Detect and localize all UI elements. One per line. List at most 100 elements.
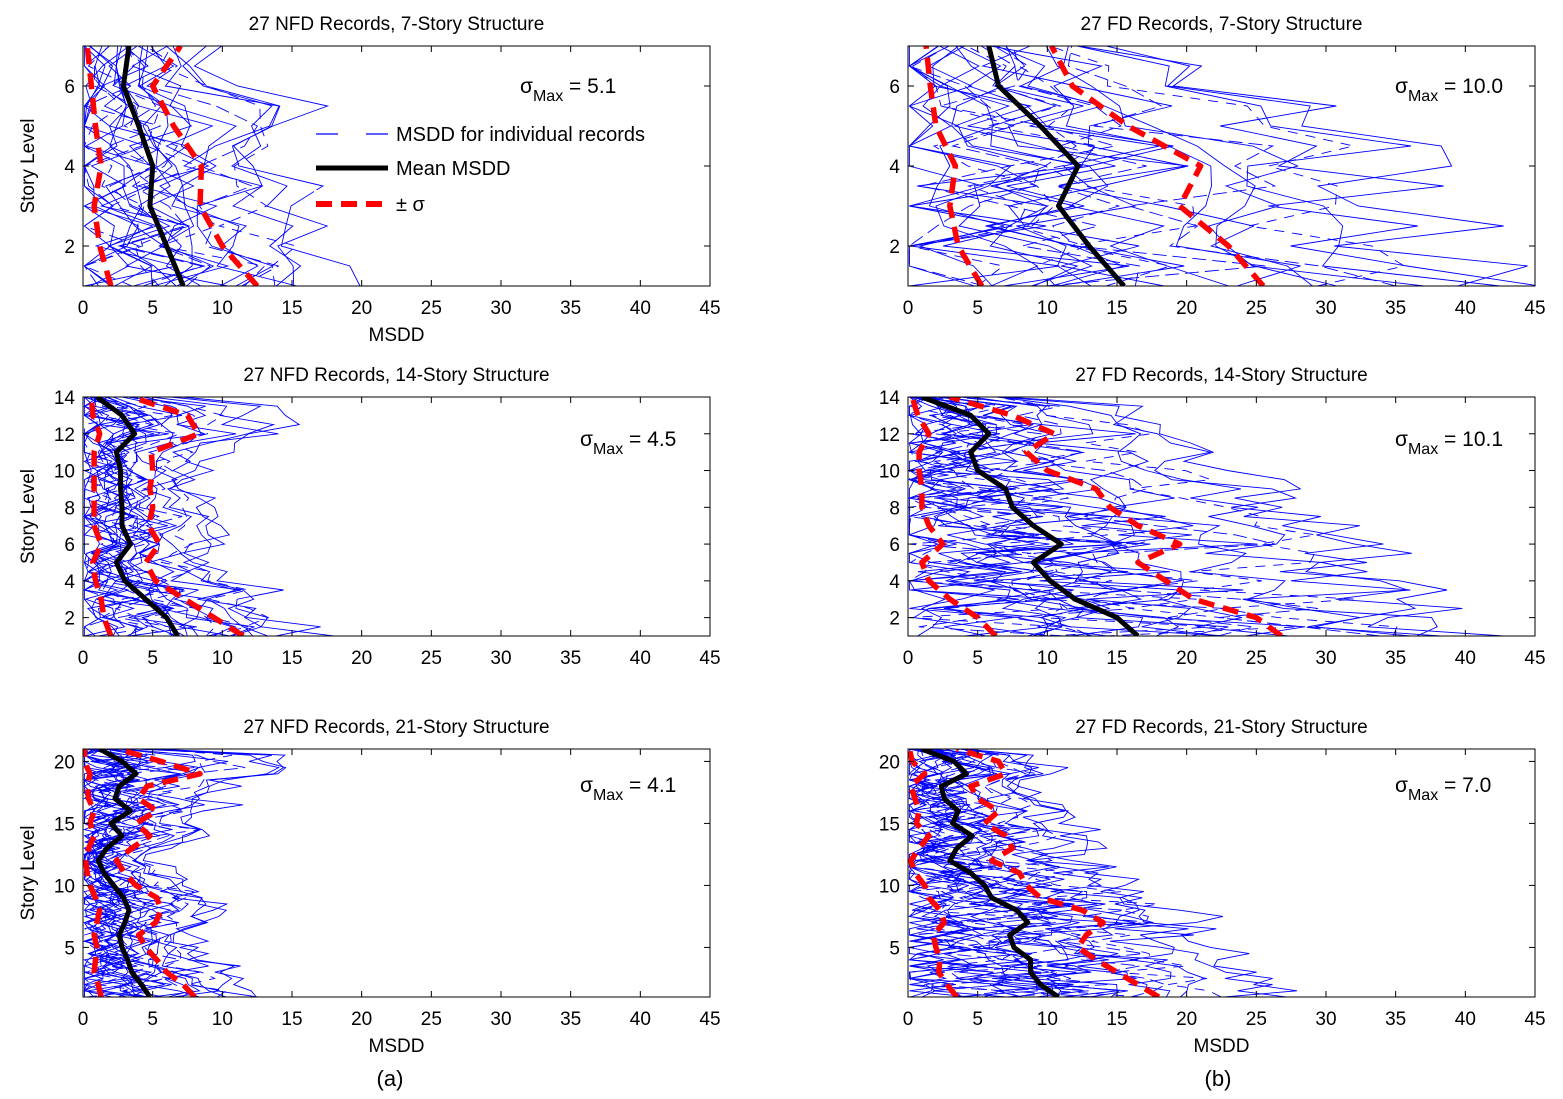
- minus-sigma-line: [83, 749, 104, 997]
- x-tick-label: 40: [1455, 648, 1476, 669]
- legend-item-individual-label: MSDD for individual records: [396, 124, 645, 146]
- minus-sigma-line: [923, 46, 985, 286]
- individual-record-line: [960, 749, 1172, 997]
- individual-record-line: [1077, 46, 1501, 286]
- individual-record-line: [994, 46, 1189, 286]
- sigma-symbol: σ: [580, 428, 593, 451]
- chart-panel-4: 0 5 10 15 20 25 30 35 40 45 2 4 6 8 10 12 14 27 FD Record…: [879, 365, 1546, 669]
- individual-record-line: [921, 46, 1140, 286]
- y-tick-label: 2: [64, 237, 75, 258]
- individual-record-line: [164, 46, 280, 286]
- x-tick-label: 30: [1315, 1009, 1336, 1030]
- column-label-b: (b): [1205, 1066, 1232, 1091]
- chart-panel-6: 0 5 10 15 20 25 30 35 40 45 5 10 15 20 27 FD Records, …: [879, 717, 1546, 1057]
- individual-record-line: [971, 397, 1289, 636]
- x-tick-label: 0: [903, 298, 914, 319]
- x-tick-label: 0: [903, 1009, 914, 1030]
- chart-title: 27 NFD Records, 21-Story Structure: [243, 717, 549, 738]
- x-axis-label: MSDD: [369, 1036, 425, 1057]
- individual-record-line: [960, 397, 1411, 636]
- x-tick-label: 35: [1385, 298, 1406, 319]
- chart-title: 27 FD Records, 21-Story Structure: [1075, 717, 1368, 738]
- x-tick-label: 20: [1176, 648, 1197, 669]
- sigma-symbol: σ: [1395, 428, 1408, 451]
- individual-record-line: [193, 46, 361, 286]
- individual-record-line: [966, 46, 1100, 286]
- sigma-value: = 4.1: [623, 774, 676, 797]
- mean-msdd-line: [95, 397, 180, 636]
- individual-record-line: [122, 397, 231, 636]
- y-tick-label: 5: [889, 938, 900, 959]
- x-tick-label: 10: [212, 298, 233, 319]
- individual-record-line: [137, 46, 202, 286]
- x-tick-label: 15: [1106, 298, 1127, 319]
- y-tick-label: 6: [889, 535, 900, 556]
- individual-record-line: [996, 397, 1504, 636]
- x-tick-label: 0: [78, 1009, 89, 1030]
- chart-title: 27 FD Records, 14-Story Structure: [1075, 365, 1368, 386]
- y-tick-label: 4: [889, 572, 900, 593]
- plus-sigma-line: [1049, 46, 1266, 286]
- x-tick-label: 5: [972, 648, 983, 669]
- x-tick-label: 15: [281, 298, 302, 319]
- x-tick-label: 40: [1455, 298, 1476, 319]
- x-tick-label: 15: [281, 1009, 302, 1030]
- x-tick-label: 35: [1385, 648, 1406, 669]
- x-tick-label: 30: [490, 648, 511, 669]
- individual-record-line: [159, 46, 298, 286]
- sigma-max-annotation: σMax = 10.1: [1395, 428, 1503, 458]
- x-tick-label: 35: [560, 1009, 581, 1030]
- axes-frame: [82, 396, 711, 637]
- sigma-symbol: σ: [1395, 774, 1408, 797]
- individual-record-line: [182, 46, 329, 286]
- individual-record-line: [125, 749, 232, 997]
- plus-sigma-line: [149, 46, 260, 286]
- x-tick-label: 10: [212, 1009, 233, 1030]
- plus-sigma-line: [956, 749, 1161, 997]
- individual-record-line: [100, 46, 228, 286]
- x-tick-label: 45: [699, 298, 720, 319]
- individual-record-line: [968, 749, 1222, 997]
- sigma-max-annotation: σMax = 5.1: [520, 75, 616, 105]
- plot-background: [83, 749, 710, 997]
- y-tick-label: 12: [879, 425, 900, 446]
- y-tick-label: 10: [879, 876, 900, 897]
- individual-record-line: [83, 46, 145, 286]
- individual-record-line: [959, 46, 1229, 286]
- individual-record-line: [151, 397, 276, 636]
- individual-record-line: [132, 397, 270, 636]
- y-tick-label: 14: [879, 388, 901, 409]
- legend-item-mean-label: Mean MSDD: [396, 158, 510, 180]
- individual-record-line: [964, 749, 1287, 997]
- individual-record-line: [908, 397, 1111, 636]
- x-tick-label: 30: [1315, 648, 1336, 669]
- individual-record-line: [1049, 46, 1406, 286]
- individual-record-line: [1012, 46, 1196, 286]
- x-tick-label: 40: [630, 1009, 651, 1030]
- x-tick-label: 25: [1246, 1009, 1267, 1030]
- individual-record-line: [83, 397, 154, 636]
- sigma-subscript: Max: [1408, 441, 1438, 458]
- column-label-a: (a): [377, 1066, 404, 1091]
- sigma-value: = 10.0: [1438, 75, 1503, 98]
- y-tick-label: 4: [64, 157, 75, 178]
- x-tick-label: 20: [351, 1009, 372, 1030]
- sigma-value: = 5.1: [563, 75, 616, 98]
- y-tick-label: 14: [54, 388, 76, 409]
- x-tick-label: 20: [351, 648, 372, 669]
- plot-area: [83, 749, 287, 997]
- y-tick-label: 20: [54, 752, 75, 773]
- individual-record-line: [134, 749, 287, 997]
- individual-record-line: [94, 749, 180, 997]
- individual-record-line: [112, 397, 243, 636]
- minus-sigma-line: [84, 46, 114, 286]
- mean-msdd-line: [986, 46, 1126, 286]
- plot-background: [908, 46, 1535, 286]
- plot-area: [908, 46, 1535, 286]
- chart-title: 27 FD Records, 7-Story Structure: [1081, 14, 1363, 35]
- plot-area: [908, 397, 1504, 636]
- y-tick-label: 10: [54, 462, 75, 483]
- individual-record-line: [86, 749, 172, 997]
- individual-record-line: [1067, 46, 1397, 286]
